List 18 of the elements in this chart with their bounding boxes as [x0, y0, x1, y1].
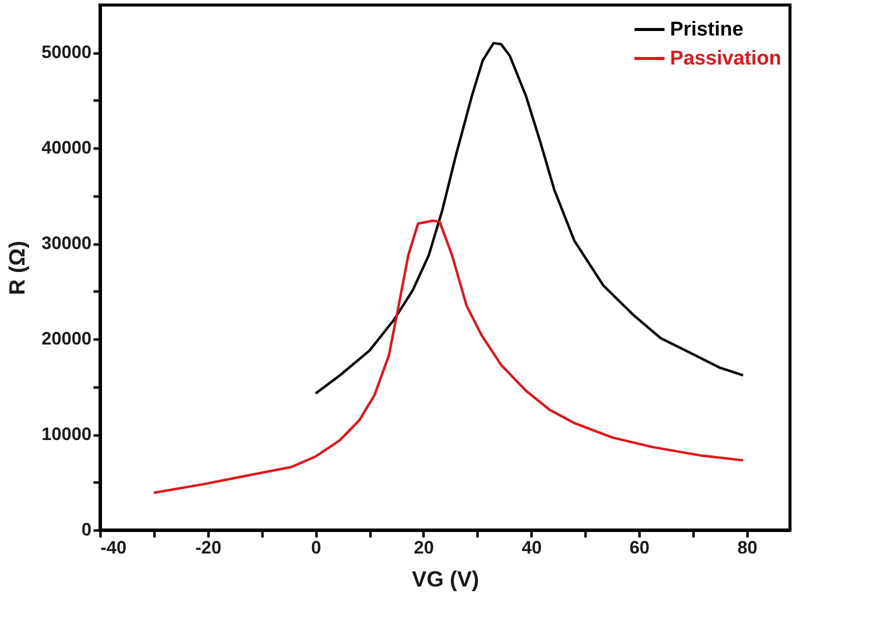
x-tick-label: 0	[311, 538, 322, 558]
y-tick-label: 0	[81, 520, 92, 540]
x-tick-label: 60	[630, 538, 650, 558]
y-axis-title: R (Ω)	[4, 240, 30, 296]
y-tick-label: 40000	[41, 138, 92, 158]
y-tick-label: 30000	[41, 233, 92, 254]
y-tick-label: 50000	[41, 42, 92, 62]
y-tick-label: 10000	[41, 424, 92, 444]
y-tick-label: 20000	[41, 328, 92, 349]
x-tick-label: -40	[100, 538, 127, 558]
x-tick-label: 80	[737, 538, 758, 558]
x-axis-title: VG (V)	[412, 566, 480, 592]
x-tick-label: 40	[522, 538, 542, 558]
legend-label: Pristine	[670, 18, 744, 40]
line-series	[152, 219, 744, 494]
x-tick-label: -20	[195, 538, 222, 558]
legend-label: Passivation	[670, 48, 782, 70]
x-tick-label: 20	[414, 538, 434, 558]
